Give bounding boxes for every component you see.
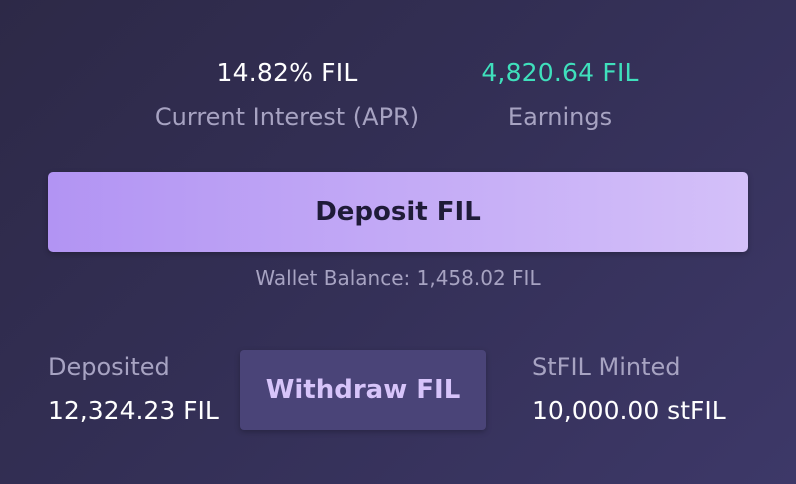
deposited-label: Deposited xyxy=(48,353,170,381)
minted-stat: StFIL Minted 10,000.00 stFIL xyxy=(532,352,726,426)
deposited-stat: Deposited 12,324.23 FIL xyxy=(48,352,219,426)
earnings-stat: 4,820.64 FIL Earnings xyxy=(470,58,650,132)
deposit-button[interactable]: Deposit FIL xyxy=(48,172,748,252)
apr-label: Current Interest (APR) xyxy=(154,103,420,131)
deposited-value: 12,324.23 FIL xyxy=(48,396,219,425)
wallet-balance: Wallet Balance: 1,458.02 FIL xyxy=(255,266,541,290)
minted-label: StFIL Minted xyxy=(532,353,681,381)
earnings-value: 4,820.64 FIL xyxy=(481,58,639,87)
apr-value: 14.82% FIL xyxy=(216,58,358,87)
apr-stat: 14.82% FIL Current Interest (APR) xyxy=(140,58,434,132)
minted-value: 10,000.00 stFIL xyxy=(532,396,726,425)
earnings-label: Earnings xyxy=(507,103,613,131)
withdraw-button[interactable]: Withdraw FIL xyxy=(240,350,486,430)
